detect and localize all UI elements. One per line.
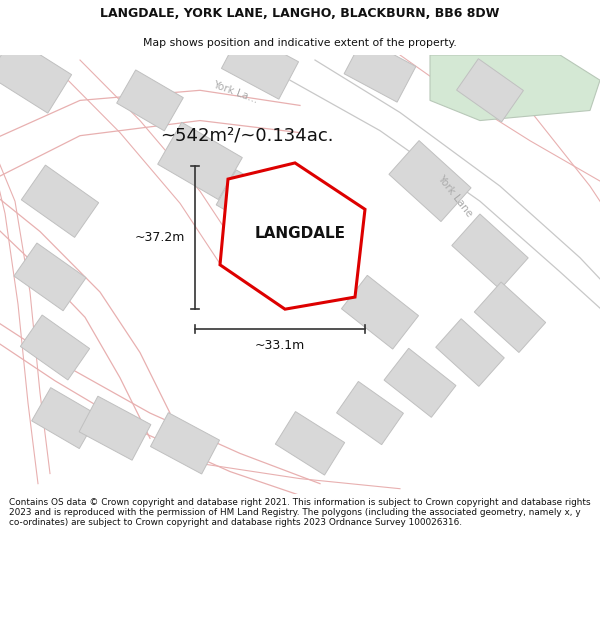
Polygon shape <box>20 315 89 380</box>
Polygon shape <box>32 388 98 449</box>
Text: ~33.1m: ~33.1m <box>255 339 305 352</box>
Polygon shape <box>151 412 220 474</box>
Text: ~37.2m: ~37.2m <box>134 231 185 244</box>
Polygon shape <box>344 38 416 102</box>
Polygon shape <box>79 396 151 460</box>
Text: LANGDALE, YORK LANE, LANGHO, BLACKBURN, BB6 8DW: LANGDALE, YORK LANE, LANGHO, BLACKBURN, … <box>100 8 500 20</box>
Polygon shape <box>430 55 600 121</box>
Polygon shape <box>220 163 365 309</box>
Polygon shape <box>221 31 299 99</box>
Polygon shape <box>14 243 86 311</box>
Polygon shape <box>216 170 284 232</box>
Text: Map shows position and indicative extent of the property.: Map shows position and indicative extent… <box>143 38 457 48</box>
Polygon shape <box>0 38 71 113</box>
Polygon shape <box>436 319 504 386</box>
Polygon shape <box>384 348 456 418</box>
Polygon shape <box>457 59 523 122</box>
Text: Contains OS data © Crown copyright and database right 2021. This information is : Contains OS data © Crown copyright and d… <box>9 498 590 528</box>
Polygon shape <box>158 122 242 199</box>
Text: York La...: York La... <box>211 79 259 105</box>
Polygon shape <box>341 276 419 349</box>
Text: ~542m²/~0.134ac.: ~542m²/~0.134ac. <box>160 127 334 145</box>
Polygon shape <box>475 282 545 352</box>
Text: LANGDALE: LANGDALE <box>254 226 346 241</box>
Polygon shape <box>389 141 471 222</box>
Polygon shape <box>452 214 528 289</box>
Text: York Lane: York Lane <box>436 173 475 219</box>
Polygon shape <box>116 70 184 131</box>
Polygon shape <box>337 381 403 444</box>
Polygon shape <box>22 165 98 238</box>
Polygon shape <box>275 412 344 475</box>
